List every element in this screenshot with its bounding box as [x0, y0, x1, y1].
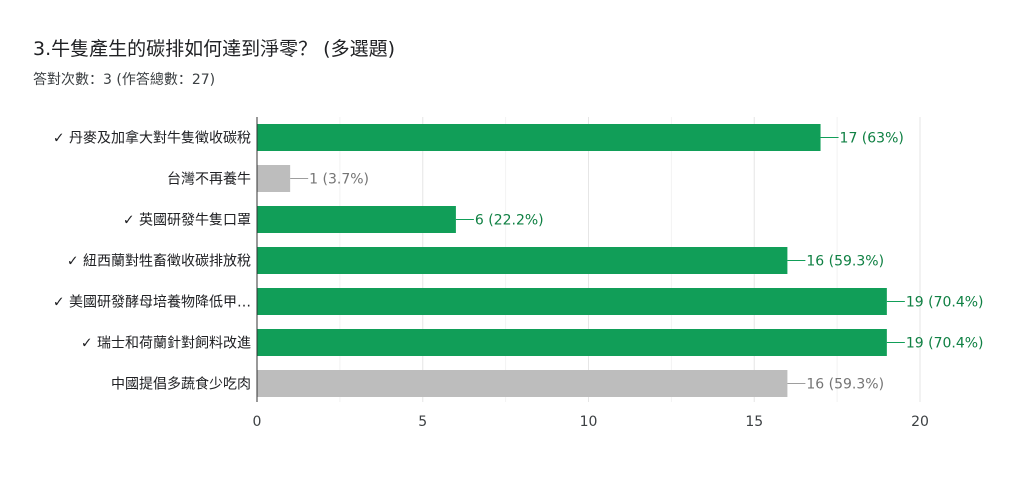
x-tick-label: 0: [253, 414, 262, 430]
data-label: 19 (70.4%): [906, 295, 984, 311]
data-label: 16 (59.3%): [806, 254, 884, 270]
question-title: 3.牛隻產生的碳排如何達到淨零？ (多選題): [33, 38, 395, 60]
bar: [257, 288, 887, 315]
data-labels: 17 (63%) 1 (3.7%) 6 (22.2%) 16 (59.3%) 19 (7…: [290, 131, 984, 393]
bar: [257, 124, 821, 151]
data-label: 17 (63%): [840, 131, 904, 147]
bar: [257, 206, 456, 233]
x-tick-label: 15: [745, 414, 763, 430]
x-tick-label: 5: [418, 414, 427, 430]
category-label: ✓ 英國研發牛隻口罩: [123, 212, 251, 229]
category-label: ✓ 紐西蘭對牲畜徵收碳排放稅: [67, 254, 251, 270]
category-label: 台灣不再養牛: [167, 171, 251, 188]
bar: [257, 165, 291, 192]
category-label: ✓ 瑞士和荷蘭針對飼料改進: [81, 336, 251, 352]
bars: [257, 124, 887, 397]
x-tick-label: 10: [580, 414, 598, 430]
data-label: 6 (22.2%): [475, 213, 544, 229]
category-label: ✓ 美國研發酵母培養物降低甲…: [53, 294, 251, 311]
answer-summary: 答對次數：3 (作答總數：27): [33, 72, 216, 88]
x-axis-ticks: 0 5 10 15 20: [253, 414, 929, 430]
category-label: ✓ 丹麥及加拿大對牛隻徵收碳稅: [53, 130, 251, 147]
bar: [257, 370, 788, 397]
x-tick-label: 20: [911, 414, 929, 430]
category-label: 中國提倡多蔬食少吃肉: [111, 376, 251, 393]
bar: [257, 329, 887, 356]
data-label: 16 (59.3%): [806, 377, 884, 393]
data-label: 1 (3.7%): [309, 172, 369, 188]
data-label: 19 (70.4%): [906, 336, 984, 352]
bar: [257, 247, 788, 274]
